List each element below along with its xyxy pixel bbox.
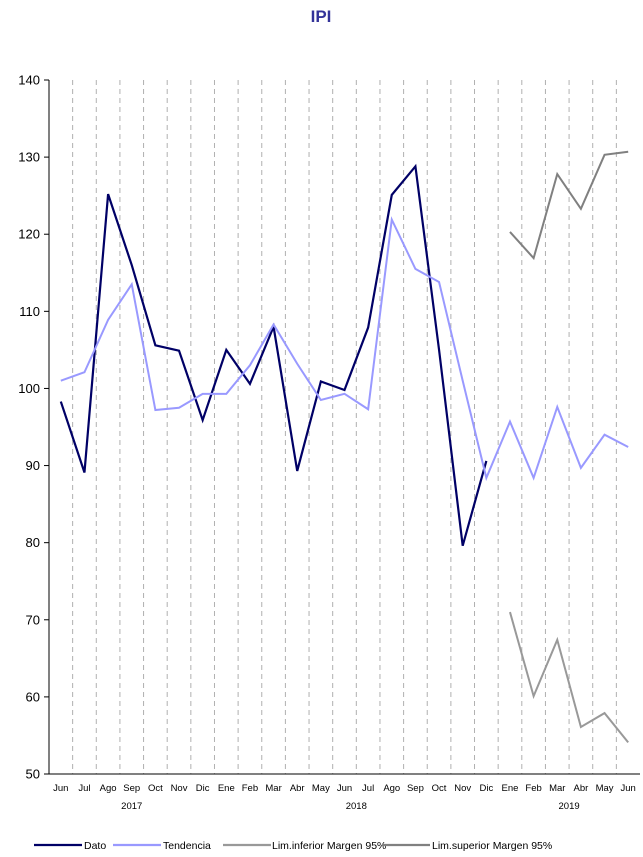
y-tick-label: 130 [18,150,40,165]
x-tick-label: Jun [53,783,68,794]
x-tick-label: Feb [525,783,541,794]
x-tick-label: Jun [337,783,352,794]
x-tick-label: Ago [383,783,400,794]
x-tick-label: Feb [242,783,258,794]
legend: Dato Tendencia Lim.inferior Margen 95% Lim.… [34,840,552,852]
y-tick-label: 50 [26,767,40,782]
x-tick-label: Abr [574,783,589,794]
year-labels: 2017 2018 2019 [121,801,579,812]
x-tick-label: May [596,783,614,794]
x-tick-label: Nov [454,783,471,794]
legend-label: Dato [84,840,106,852]
y-tick-label: 90 [26,458,40,473]
x-tick-label: Nov [171,783,188,794]
axes [48,80,640,775]
series-line-dato [59,163,488,547]
series-line-tendencia [60,216,629,482]
x-tick-label: May [312,783,330,794]
x-tick-label: Ene [218,783,235,794]
legend-label: Tendencia [163,840,211,852]
legend-label: Lim.inferior Margen 95% [272,840,386,852]
y-axis-ticks: 50 60 70 80 90 100 110 120 130 140 [18,73,49,782]
x-tick-label: Dic [196,783,210,794]
y-tick-label: 60 [26,689,40,704]
legend-label: Lim.superior Margen 95% [432,840,552,852]
year-label: 2017 [121,801,142,812]
x-tick-label: Oct [148,783,163,794]
x-axis-ticks: Jun Jul Ago Sep Oct Nov Dic Ene Feb Mar Abr May Jun J… [53,783,636,794]
y-tick-label: 70 [26,612,40,627]
grid-lines [72,80,617,774]
x-tick-label: Sep [123,783,140,794]
y-tick-label: 140 [18,73,40,88]
x-tick-label: Mar [265,783,281,794]
x-tick-label: Oct [432,783,447,794]
y-tick-label: 100 [18,381,40,396]
y-tick-label: 80 [26,535,40,550]
x-tick-label: Jun [621,783,636,794]
x-tick-label: Jul [362,783,374,794]
year-label: 2018 [346,801,367,812]
y-tick-label: 120 [18,227,40,242]
x-tick-label: Mar [549,783,565,794]
x-tick-label: Abr [290,783,305,794]
x-tick-label: Dic [479,783,493,794]
year-label: 2019 [559,801,580,812]
chart-title: IPI [311,7,332,26]
series-lines [59,150,629,744]
x-tick-label: Sep [407,783,424,794]
series-line-lim-superior-margen-95 [509,150,629,261]
x-tick-label: Ago [100,783,117,794]
series-line-lim-inferior-margen-95 [509,611,629,744]
y-tick-label: 110 [19,304,40,319]
x-tick-label: Jul [78,783,90,794]
x-tick-label: Ene [502,783,519,794]
